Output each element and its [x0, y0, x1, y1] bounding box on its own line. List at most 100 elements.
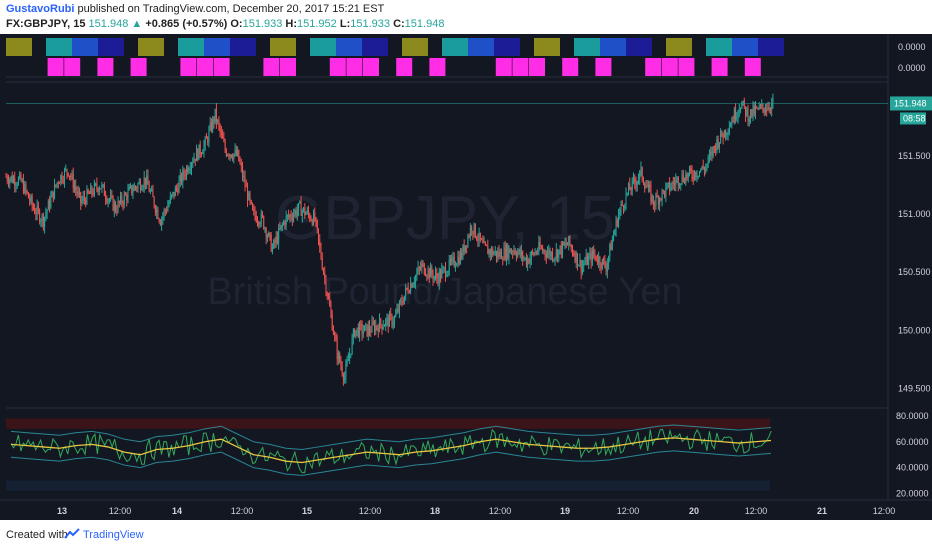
strip-top-block: [362, 38, 388, 56]
candle-body: [571, 247, 573, 254]
candle-body: [620, 204, 622, 210]
candle-body: [276, 236, 278, 243]
candle-body: [227, 154, 229, 156]
candle-body: [154, 206, 156, 213]
candle-body: [11, 176, 13, 183]
candle-body: [24, 184, 26, 193]
candle-body: [253, 209, 255, 211]
candle-body: [623, 205, 625, 209]
candle-body: [509, 248, 511, 254]
candle-body: [700, 169, 702, 172]
candle-body: [258, 222, 260, 225]
candle-body: [482, 239, 484, 243]
candle-body: [600, 265, 602, 269]
candle-body: [148, 184, 150, 192]
candle-body: [517, 252, 519, 257]
candle-body: [411, 283, 413, 288]
candle-body: [270, 235, 272, 252]
candle-body: [320, 246, 322, 259]
candle-body: [176, 187, 178, 189]
candle-body: [608, 256, 610, 264]
candle-body: [42, 215, 44, 227]
candle-body: [579, 260, 581, 266]
footer: Created with TradingView: [0, 520, 932, 550]
candle-body: [701, 166, 703, 170]
candle-body: [534, 252, 536, 255]
candle-body: [489, 249, 491, 255]
candle-body: [98, 188, 100, 192]
candle-body: [108, 199, 110, 201]
candle-body: [613, 234, 615, 240]
up-arrow-icon: ▲: [131, 18, 143, 30]
candle-body: [611, 239, 613, 251]
author-link[interactable]: GustavoRubi: [6, 3, 75, 15]
strip-top-block: [164, 38, 178, 56]
candle-body: [750, 109, 752, 119]
candle-body: [34, 208, 36, 214]
strip-top-block: [46, 38, 72, 56]
candle-body: [39, 210, 41, 223]
candle-body: [664, 190, 666, 197]
strip-bottom-block: [396, 58, 413, 76]
strip-top-block: [388, 38, 402, 56]
candle-body: [46, 210, 48, 214]
candle-body: [102, 184, 104, 186]
candle-body: [473, 223, 475, 234]
candle-body: [727, 133, 729, 135]
candle-body: [585, 255, 587, 263]
candle-body: [122, 203, 124, 205]
candle-body: [396, 309, 398, 314]
candle-body: [601, 258, 603, 269]
strip-top-block: [270, 38, 296, 56]
candle-body: [721, 130, 723, 137]
candle-body: [295, 210, 297, 216]
candle-body: [268, 232, 270, 237]
candle-body: [78, 191, 80, 193]
candle-body: [106, 199, 108, 203]
strip-top-block: [138, 38, 164, 56]
candle-body: [481, 239, 483, 241]
candle-body: [321, 258, 323, 270]
tradingview-link[interactable]: TradingView: [83, 529, 144, 541]
candle-body: [264, 228, 266, 230]
candle-body: [303, 207, 305, 211]
candle-body: [558, 249, 560, 259]
candle-body: [488, 249, 490, 255]
candle-body: [299, 201, 301, 204]
candle-body: [537, 251, 539, 253]
candle-body: [717, 139, 719, 148]
candle-body: [589, 253, 591, 257]
candle-body: [641, 167, 643, 180]
candle-body: [702, 166, 704, 169]
candle-body: [229, 154, 231, 157]
candle-body: [174, 187, 176, 197]
candle-body: [772, 98, 774, 104]
candle-body: [593, 250, 595, 255]
candle-body: [595, 255, 597, 261]
candle-body: [71, 173, 73, 178]
candle-body: [238, 150, 240, 161]
candle-body: [49, 200, 51, 208]
chart-area[interactable]: 0.0000 0.0000 GBPJPY, 15 British Pound/Ja…: [0, 34, 932, 520]
candle-body: [667, 182, 669, 184]
osc-tick-label: 80.0000: [896, 411, 929, 421]
candle-body: [146, 175, 148, 184]
candle-body: [420, 268, 422, 270]
candle-body: [508, 248, 510, 259]
candle-body: [61, 175, 63, 182]
candle-body: [279, 228, 281, 230]
candle-body: [334, 334, 336, 336]
candle-body: [243, 176, 245, 178]
candle-body: [555, 249, 557, 258]
candle-body: [440, 271, 442, 279]
strip-bottom-block: [180, 58, 197, 76]
candle-body: [634, 178, 636, 183]
created-with-text: Created with: [6, 529, 68, 541]
chart-svg[interactable]: 0.0000 0.0000 GBPJPY, 15 British Pound/Ja…: [0, 34, 932, 520]
candle-body: [103, 184, 105, 196]
strip-bottom-block: [645, 58, 662, 76]
price-axis: 151.500 151.000 150.500 150.000 149.500 151.9…: [890, 96, 932, 394]
candle-body: [248, 192, 250, 201]
candle-body: [131, 185, 133, 194]
candle-body: [298, 203, 300, 211]
